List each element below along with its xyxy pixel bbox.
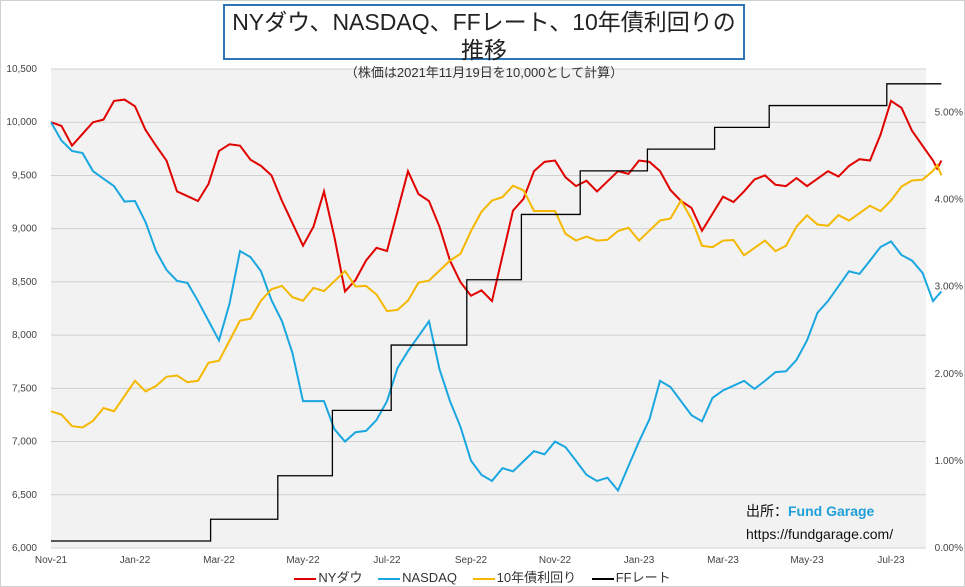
- legend-item-10y: 10年債利回り: [472, 567, 577, 586]
- legend-label: NASDAQ: [402, 570, 457, 585]
- y-right-tick: 2.00%: [935, 369, 963, 380]
- x-tick: May-23: [790, 555, 824, 566]
- source-name: Fund Garage: [788, 503, 875, 519]
- legend-label: 10年債利回り: [496, 570, 577, 585]
- source-url: https://fundgarage.com/: [746, 526, 894, 542]
- x-tick: Sep-22: [455, 555, 488, 566]
- y-left-tick: 7,500: [12, 383, 37, 394]
- chart-subtitle: （株価は2021年11月19日を10,000として計算）: [344, 65, 624, 80]
- legend-swatch: [294, 577, 317, 580]
- y-right-tick: 1.00%: [935, 456, 963, 467]
- y-right-tick: 0.00%: [935, 543, 963, 554]
- source-label: 出所：Fund Garage: [746, 501, 874, 521]
- legend-item-dow: NYダウ: [294, 567, 362, 586]
- series-line-ff-rate: [51, 83, 942, 542]
- plot-area: [51, 69, 926, 548]
- y-left-tick: 10,500: [6, 64, 37, 75]
- legend-swatch: [472, 577, 495, 580]
- series-line-nasdaq: [50, 121, 943, 493]
- x-tick: Jul-23: [877, 555, 905, 566]
- x-tick: Jan-22: [120, 555, 151, 566]
- legend-label: FFレート: [615, 570, 671, 585]
- title-box: NYダウ、NASDAQ、FFレート、10年債利回りの推移 （株価は2021年11…: [223, 4, 745, 80]
- y-left-tick: 7,000: [12, 437, 37, 448]
- series-line-10y-yield: [50, 163, 943, 429]
- legend-item-nasdaq: NASDAQ: [378, 570, 457, 585]
- x-tick: Nov-22: [539, 555, 572, 566]
- x-tick: May-22: [286, 555, 320, 566]
- x-tick: Mar-23: [707, 555, 739, 566]
- y-right-tick: 5.00%: [935, 108, 963, 119]
- y-right-tick: 4.00%: [935, 195, 963, 206]
- y-right-tick: 3.00%: [935, 282, 963, 293]
- y-left-tick: 10,000: [6, 117, 37, 128]
- x-tick: Mar-22: [203, 555, 235, 566]
- source-prefix: 出所：: [746, 503, 788, 519]
- legend-swatch: [378, 577, 401, 580]
- y-left-tick: 6,500: [12, 490, 37, 501]
- y-left-tick: 6,000: [12, 543, 37, 554]
- legend-item-ff: FFレート: [591, 567, 671, 586]
- y-left-tick: 9,500: [12, 170, 37, 181]
- x-tick: Nov-21: [35, 555, 68, 566]
- series-line-dow: [50, 98, 943, 304]
- legend-label: NYダウ: [318, 570, 363, 585]
- legend: NYダウ NASDAQ 10年債利回り FFレート: [1, 567, 964, 586]
- x-tick: Jul-22: [373, 555, 401, 566]
- chart-title: NYダウ、NASDAQ、FFレート、10年債利回りの推移: [232, 9, 736, 63]
- y-left-tick: 9,000: [12, 224, 37, 235]
- y-left-tick: 8,000: [12, 330, 37, 341]
- x-tick: Jan-23: [624, 555, 655, 566]
- legend-swatch: [591, 577, 614, 580]
- y-left-tick: 8,500: [12, 277, 37, 288]
